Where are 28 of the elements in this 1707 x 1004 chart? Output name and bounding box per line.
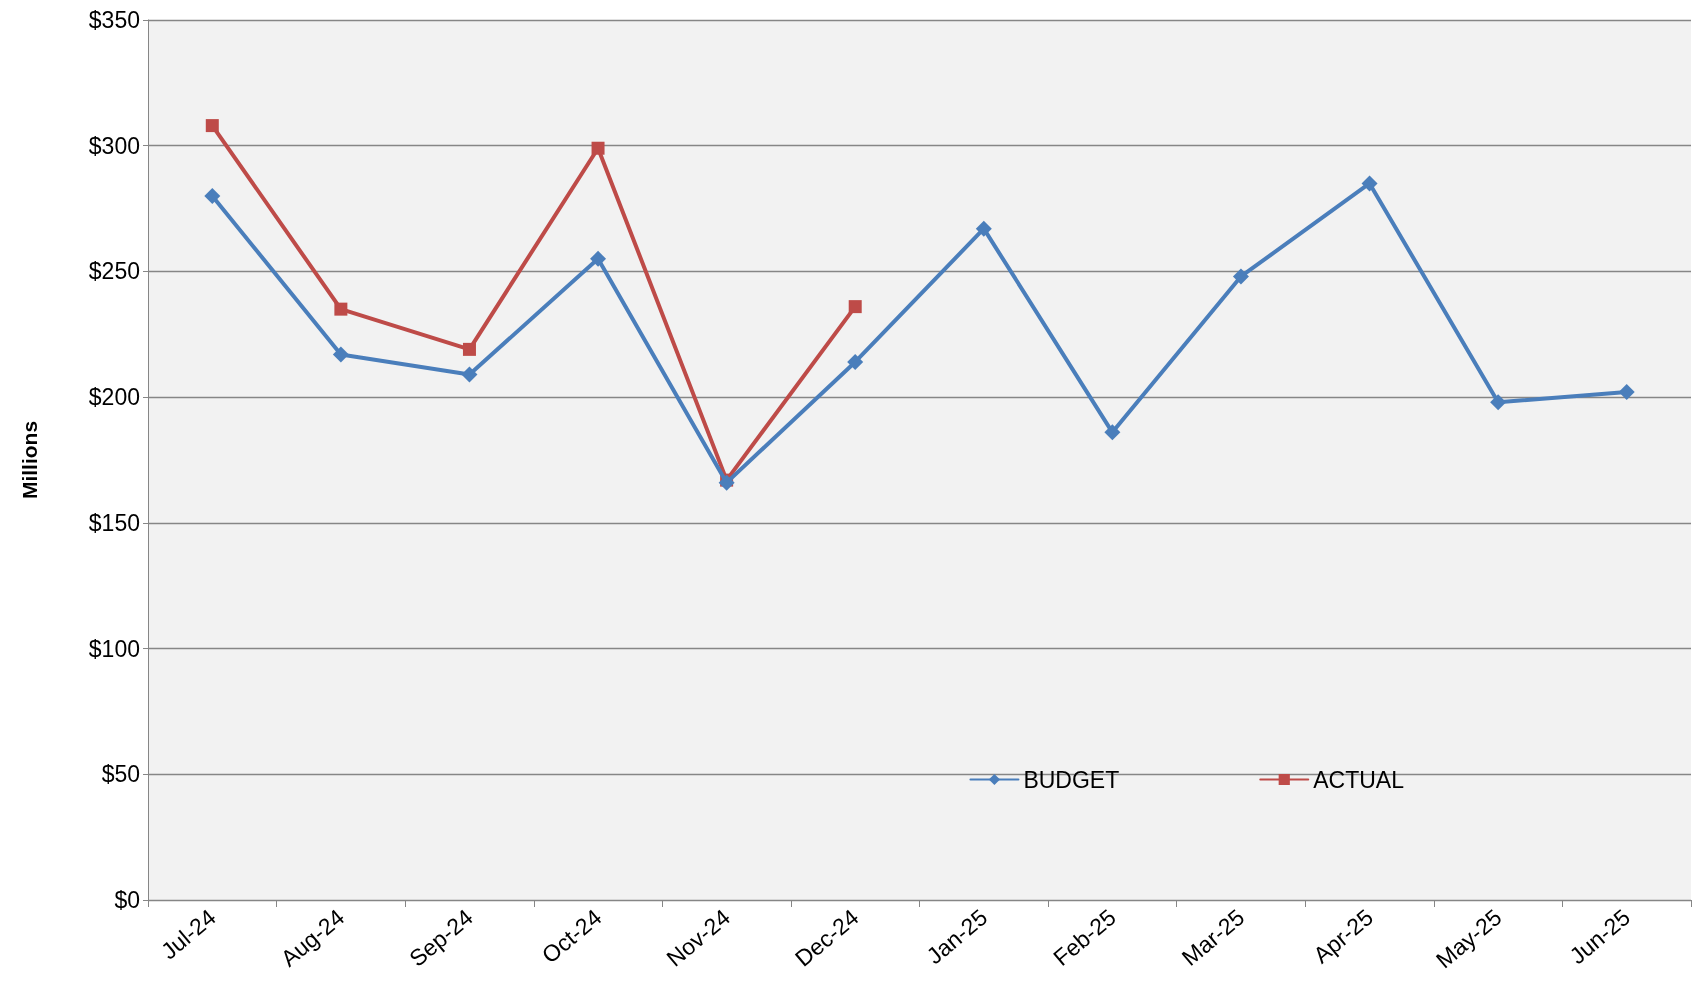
legend-label: ACTUAL [1313, 766, 1405, 793]
y-tick-label: $100 [88, 635, 140, 662]
y-tick-label: $350 [88, 7, 140, 33]
point [462, 342, 476, 356]
point [590, 250, 607, 267]
y-tick-label: $150 [88, 509, 140, 536]
point [461, 366, 478, 383]
point [1361, 175, 1378, 192]
legend-label: BUDGET [1023, 766, 1120, 793]
y-tick-label: $200 [88, 384, 140, 411]
point [1104, 424, 1121, 441]
point [204, 188, 221, 204]
point [1232, 268, 1249, 285]
y-axis-title: Millions [18, 420, 41, 500]
y-tick-label: $0 [114, 887, 140, 913]
y-tick-label: $300 [88, 132, 140, 159]
point [1618, 384, 1635, 401]
y-tick-label: $250 [88, 258, 140, 285]
point [975, 220, 992, 237]
point [718, 474, 735, 491]
y-tick-label: $50 [101, 761, 140, 788]
point [205, 119, 219, 133]
point [1490, 394, 1507, 411]
point [332, 346, 349, 363]
point [848, 300, 862, 314]
point [334, 302, 348, 316]
point [847, 353, 864, 370]
point [591, 141, 605, 155]
